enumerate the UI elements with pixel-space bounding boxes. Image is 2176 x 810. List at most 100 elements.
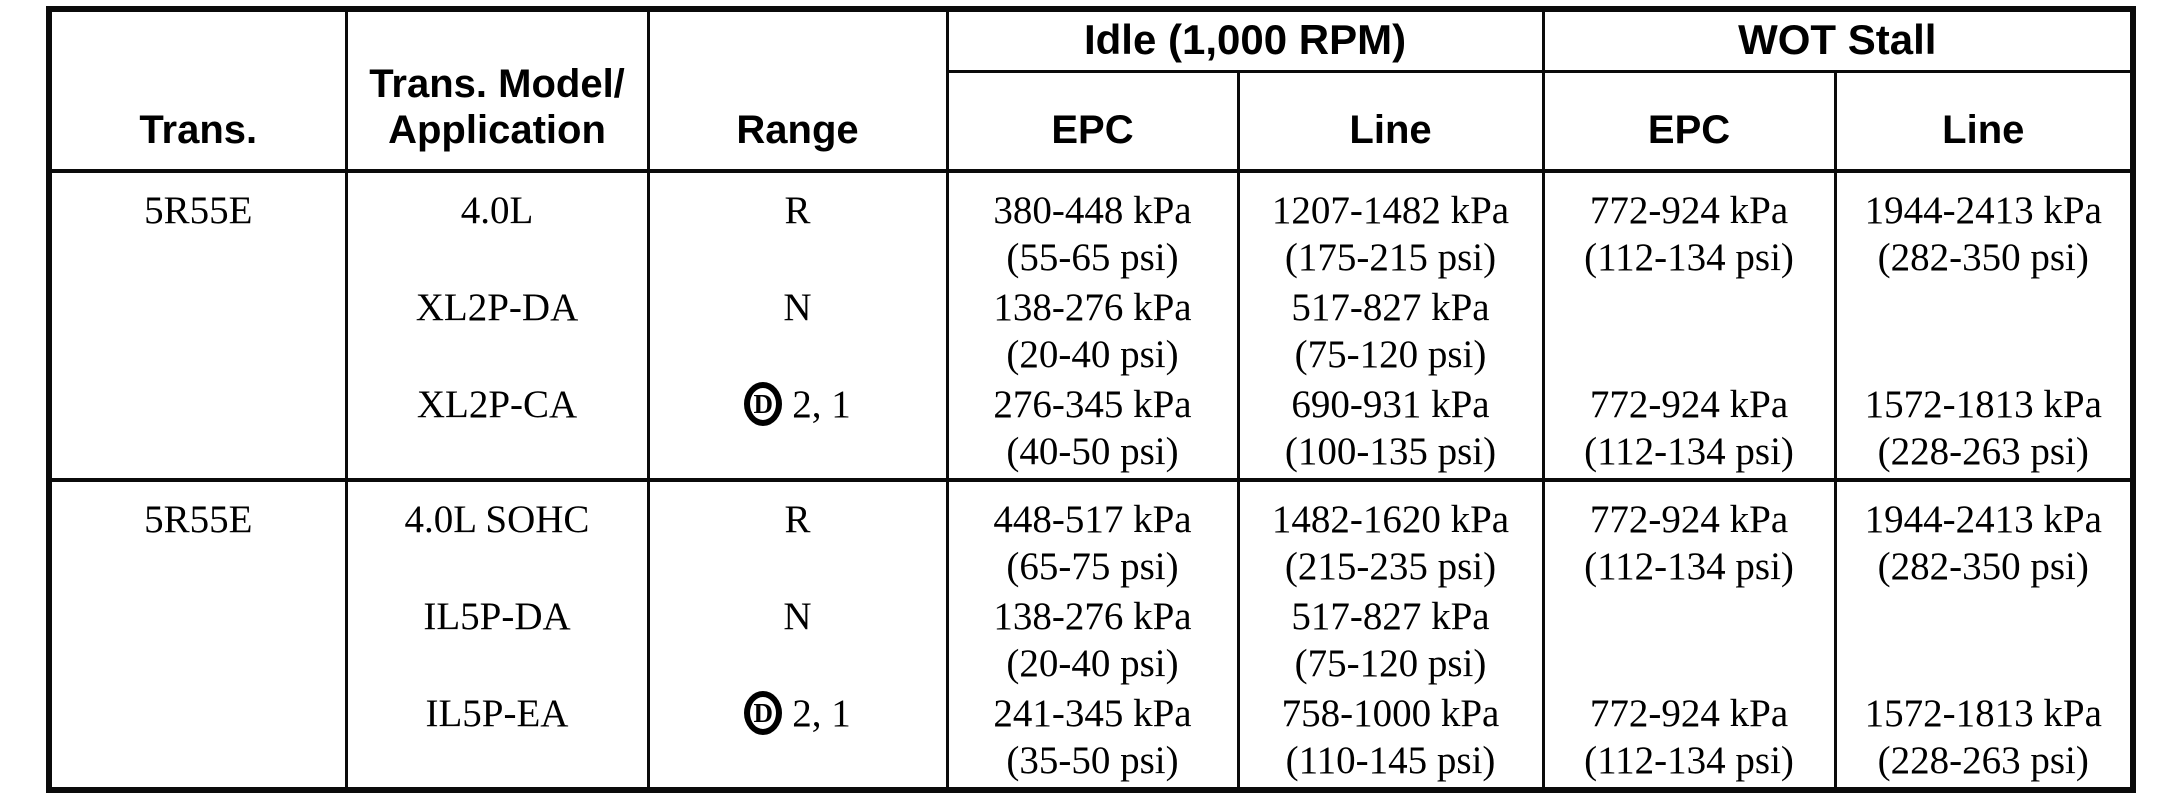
col-header-trans: Trans. <box>47 7 348 173</box>
range-value: N <box>783 286 812 329</box>
psi-value: (55-65 psi) <box>1006 236 1179 279</box>
pressure-entry: 758-1000 kPa (110-145 psi) <box>1240 690 1542 787</box>
psi-value: (282-350 psi) <box>1877 545 2089 588</box>
pressure-entry: 772-924 kPa (112-134 psi) <box>1545 381 1834 478</box>
pressure-entry: 517-827 kPa (75-120 psi) <box>1240 284 1542 381</box>
psi-value: (20-40 psi) <box>1006 642 1179 685</box>
pressure-entry-empty <box>1837 593 2131 690</box>
header-sub-row: EPC Line EPC Line <box>49 69 2135 173</box>
idle-line-cell: 1207-1482 kPa (175-215 psi) 517-827 kPa … <box>1236 169 1545 482</box>
idle-line-cell: 1482-1620 kPa (215-235 psi) 517-827 kPa … <box>1236 478 1545 792</box>
kpa-value: 690-931 kPa <box>1291 383 1490 426</box>
psi-value: (112-134 psi) <box>1584 545 1794 588</box>
psi-value: (75-120 psi) <box>1294 333 1487 376</box>
col-header-wot-epc: EPC <box>1541 69 1837 173</box>
kpa-value: 772-924 kPa <box>1589 692 1789 735</box>
model-value: 4.0L SOHC <box>404 498 590 541</box>
model-cell: 4.0L XL2P-DA XL2P-CA <box>344 169 650 482</box>
psi-value: (112-134 psi) <box>1584 739 1794 782</box>
col-header-wot-line: Line <box>1833 69 2135 173</box>
kpa-value: 138-276 kPa <box>993 595 1192 638</box>
pressure-entry: 380-448 kPa (55-65 psi) <box>949 187 1237 284</box>
pressure-entry: 241-345 kPa (35-50 psi) <box>949 690 1237 787</box>
col-header-range: Range <box>646 7 949 173</box>
range-gears: 2, 1 <box>792 692 851 735</box>
model-value: XL2P-CA <box>416 383 578 426</box>
drive-circle-icon: D <box>744 382 783 427</box>
kpa-value: 772-924 kPa <box>1589 498 1789 541</box>
kpa-value: 772-924 kPa <box>1589 383 1789 426</box>
pressure-entry: 276-345 kPa (40-50 psi) <box>949 381 1237 478</box>
col-header-idle-line: Line <box>1236 69 1545 173</box>
pressure-entry: 448-517 kPa (65-75 psi) <box>949 496 1237 593</box>
trans-cell: 5R55E <box>47 478 348 792</box>
transmission-pressure-spec-table: Trans. Trans. Model/ Application Range I… <box>46 6 2137 793</box>
pressure-entry-empty <box>1837 284 2131 381</box>
pressure-entry: 1207-1482 kPa (175-215 psi) <box>1240 187 1542 284</box>
idle-epc-cell: 380-448 kPa (55-65 psi) 138-276 kPa (20-… <box>945 169 1240 482</box>
kpa-value: 1944-2413 kPa <box>1864 498 2102 541</box>
range-gears: 2, 1 <box>792 383 851 426</box>
wot-epc-cell: 772-924 kPa (112-134 psi) 772-924 kPa (1… <box>1541 169 1837 482</box>
pressure-entry: 1572-1813 kPa (228-263 psi) <box>1837 690 2131 787</box>
psi-value: (228-263 psi) <box>1877 430 2089 473</box>
pressure-entry: 517-827 kPa (75-120 psi) <box>1240 593 1542 690</box>
pressure-entry: 772-924 kPa (112-134 psi) <box>1545 690 1834 787</box>
wot-epc-cell: 772-924 kPa (112-134 psi) 772-924 kPa (1… <box>1541 478 1837 792</box>
col-header-idle-epc: EPC <box>945 69 1240 173</box>
col-group-wot-stall: WOT Stall <box>1541 7 2135 73</box>
range-value: R <box>784 498 811 541</box>
spec-block-row: 5R55E 4.0L XL2P-DA XL2P-CA R N D 2, 1 <box>47 169 2135 482</box>
trans-value: 5R55E <box>144 498 253 541</box>
drive-circle-icon: D <box>744 691 783 736</box>
kpa-value: 517-827 kPa <box>1291 595 1490 638</box>
col-group-idle: Idle (1,000 RPM) <box>945 7 1545 73</box>
range-value: D 2, 1 <box>650 381 946 478</box>
trans-cell: 5R55E <box>47 169 348 482</box>
kpa-value: 241-345 kPa <box>993 692 1192 735</box>
header-group-row: Trans. Trans. Model/ Application Range I… <box>47 7 2135 173</box>
psi-value: (65-75 psi) <box>1006 545 1179 588</box>
psi-value: (75-120 psi) <box>1294 642 1487 685</box>
kpa-value: 1482-1620 kPa <box>1271 498 1510 541</box>
spec-block-row: 5R55E 4.0L SOHC IL5P-DA IL5P-EA R N D 2, … <box>47 478 2135 792</box>
col-header-model-application: Trans. Model/ Application <box>344 7 650 173</box>
kpa-value: 1944-2413 kPa <box>1864 189 2102 232</box>
kpa-value: 1207-1482 kPa <box>1271 189 1510 232</box>
range-cell: R N D 2, 1 <box>646 478 949 792</box>
model-value: XL2P-DA <box>415 286 579 329</box>
kpa-value: 276-345 kPa <box>993 383 1192 426</box>
model-value: IL5P-EA <box>425 692 569 735</box>
kpa-value: 758-1000 kPa <box>1281 692 1500 735</box>
psi-value: (100-135 psi) <box>1284 430 1497 473</box>
pressure-entry: 772-924 kPa (112-134 psi) <box>1545 187 1834 284</box>
model-cell: 4.0L SOHC IL5P-DA IL5P-EA <box>344 478 650 792</box>
psi-value: (112-134 psi) <box>1584 430 1794 473</box>
pressure-entry: 1944-2413 kPa (282-350 psi) <box>1837 187 2131 284</box>
trans-value: 5R55E <box>144 189 253 232</box>
wot-line-cell: 1944-2413 kPa (282-350 psi) 1572-1813 kP… <box>1833 169 2135 482</box>
pressure-entry: 138-276 kPa (20-40 psi) <box>949 593 1237 690</box>
pressure-entry: 1944-2413 kPa (282-350 psi) <box>1837 496 2131 593</box>
psi-value: (40-50 psi) <box>1006 430 1179 473</box>
col-header-model-line1: Trans. Model/ <box>369 62 625 106</box>
pressure-entry: 1482-1620 kPa (215-235 psi) <box>1240 496 1542 593</box>
col-header-model-line2: Application <box>388 108 606 152</box>
kpa-value: 448-517 kPa <box>993 498 1192 541</box>
range-value: N <box>783 595 812 638</box>
pressure-entry: 1572-1813 kPa (228-263 psi) <box>1837 381 2131 478</box>
psi-value: (110-145 psi) <box>1285 739 1496 782</box>
psi-value: (35-50 psi) <box>1006 739 1179 782</box>
psi-value: (282-350 psi) <box>1877 236 2089 279</box>
pressure-entry: 772-924 kPa (112-134 psi) <box>1545 496 1834 593</box>
kpa-value: 380-448 kPa <box>993 189 1192 232</box>
range-cell: R N D 2, 1 <box>646 169 949 482</box>
pressure-entry-empty <box>1545 593 1834 690</box>
model-value: IL5P-DA <box>423 595 571 638</box>
pressure-entry-empty <box>1545 284 1834 381</box>
kpa-value: 1572-1813 kPa <box>1864 692 2102 735</box>
table-body: 5R55E 4.0L XL2P-DA XL2P-CA R N D 2, 1 <box>47 169 2135 792</box>
psi-value: (112-134 psi) <box>1584 236 1794 279</box>
psi-value: (20-40 psi) <box>1006 333 1179 376</box>
